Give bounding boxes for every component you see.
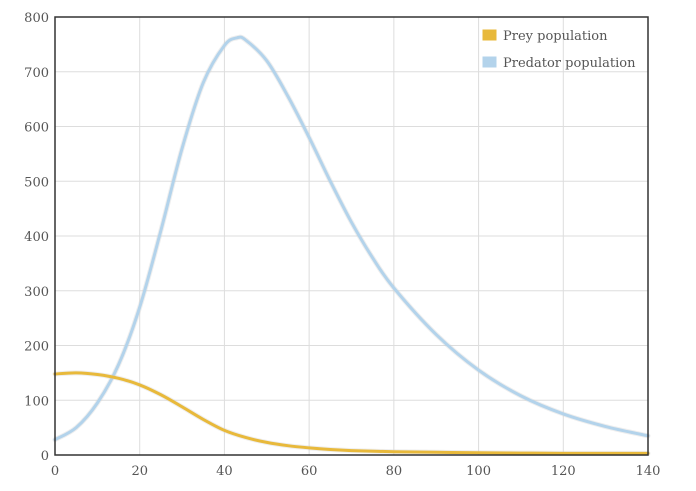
x-tick-label: 0 <box>51 464 59 479</box>
legend-item-predator-population: Predator population <box>481 55 636 71</box>
legend-swatch <box>481 55 498 69</box>
plot-frame <box>54 16 649 456</box>
x-tick-label: 20 <box>131 464 148 479</box>
y-tick-label: 400 <box>24 230 49 245</box>
x-axis-ticks: 0 20 40 60 80 100 120 140 <box>51 464 661 479</box>
y-axis-ticks: 0 100 200 300 400 500 600 700 800 <box>24 11 49 464</box>
y-tick-label: 0 <box>41 449 49 464</box>
legend-swatch <box>481 28 498 42</box>
prey-population-line <box>53 371 650 455</box>
legend: Prey population Predator population <box>481 28 636 71</box>
x-tick-label: 60 <box>301 464 318 479</box>
predator-population-line <box>53 35 650 442</box>
legend-label: Prey population <box>503 29 608 44</box>
y-tick-label: 600 <box>24 121 49 136</box>
x-tick-label: 140 <box>636 464 661 479</box>
y-tick-label: 100 <box>24 394 49 409</box>
x-tick-label: 120 <box>551 464 576 479</box>
grid <box>55 17 648 455</box>
y-tick-label: 800 <box>24 11 49 26</box>
x-tick-label: 100 <box>466 464 491 479</box>
y-tick-label: 700 <box>24 66 49 81</box>
series-layer <box>52 34 651 456</box>
y-tick-label: 200 <box>24 340 49 355</box>
y-tick-label: 300 <box>24 285 49 300</box>
legend-item-prey-population: Prey population <box>481 28 608 44</box>
x-tick-label: 80 <box>386 464 403 479</box>
legend-label: Predator population <box>503 56 636 71</box>
predator-population-shadow <box>52 34 651 443</box>
y-tick-label: 500 <box>24 175 49 190</box>
x-tick-label: 40 <box>216 464 233 479</box>
